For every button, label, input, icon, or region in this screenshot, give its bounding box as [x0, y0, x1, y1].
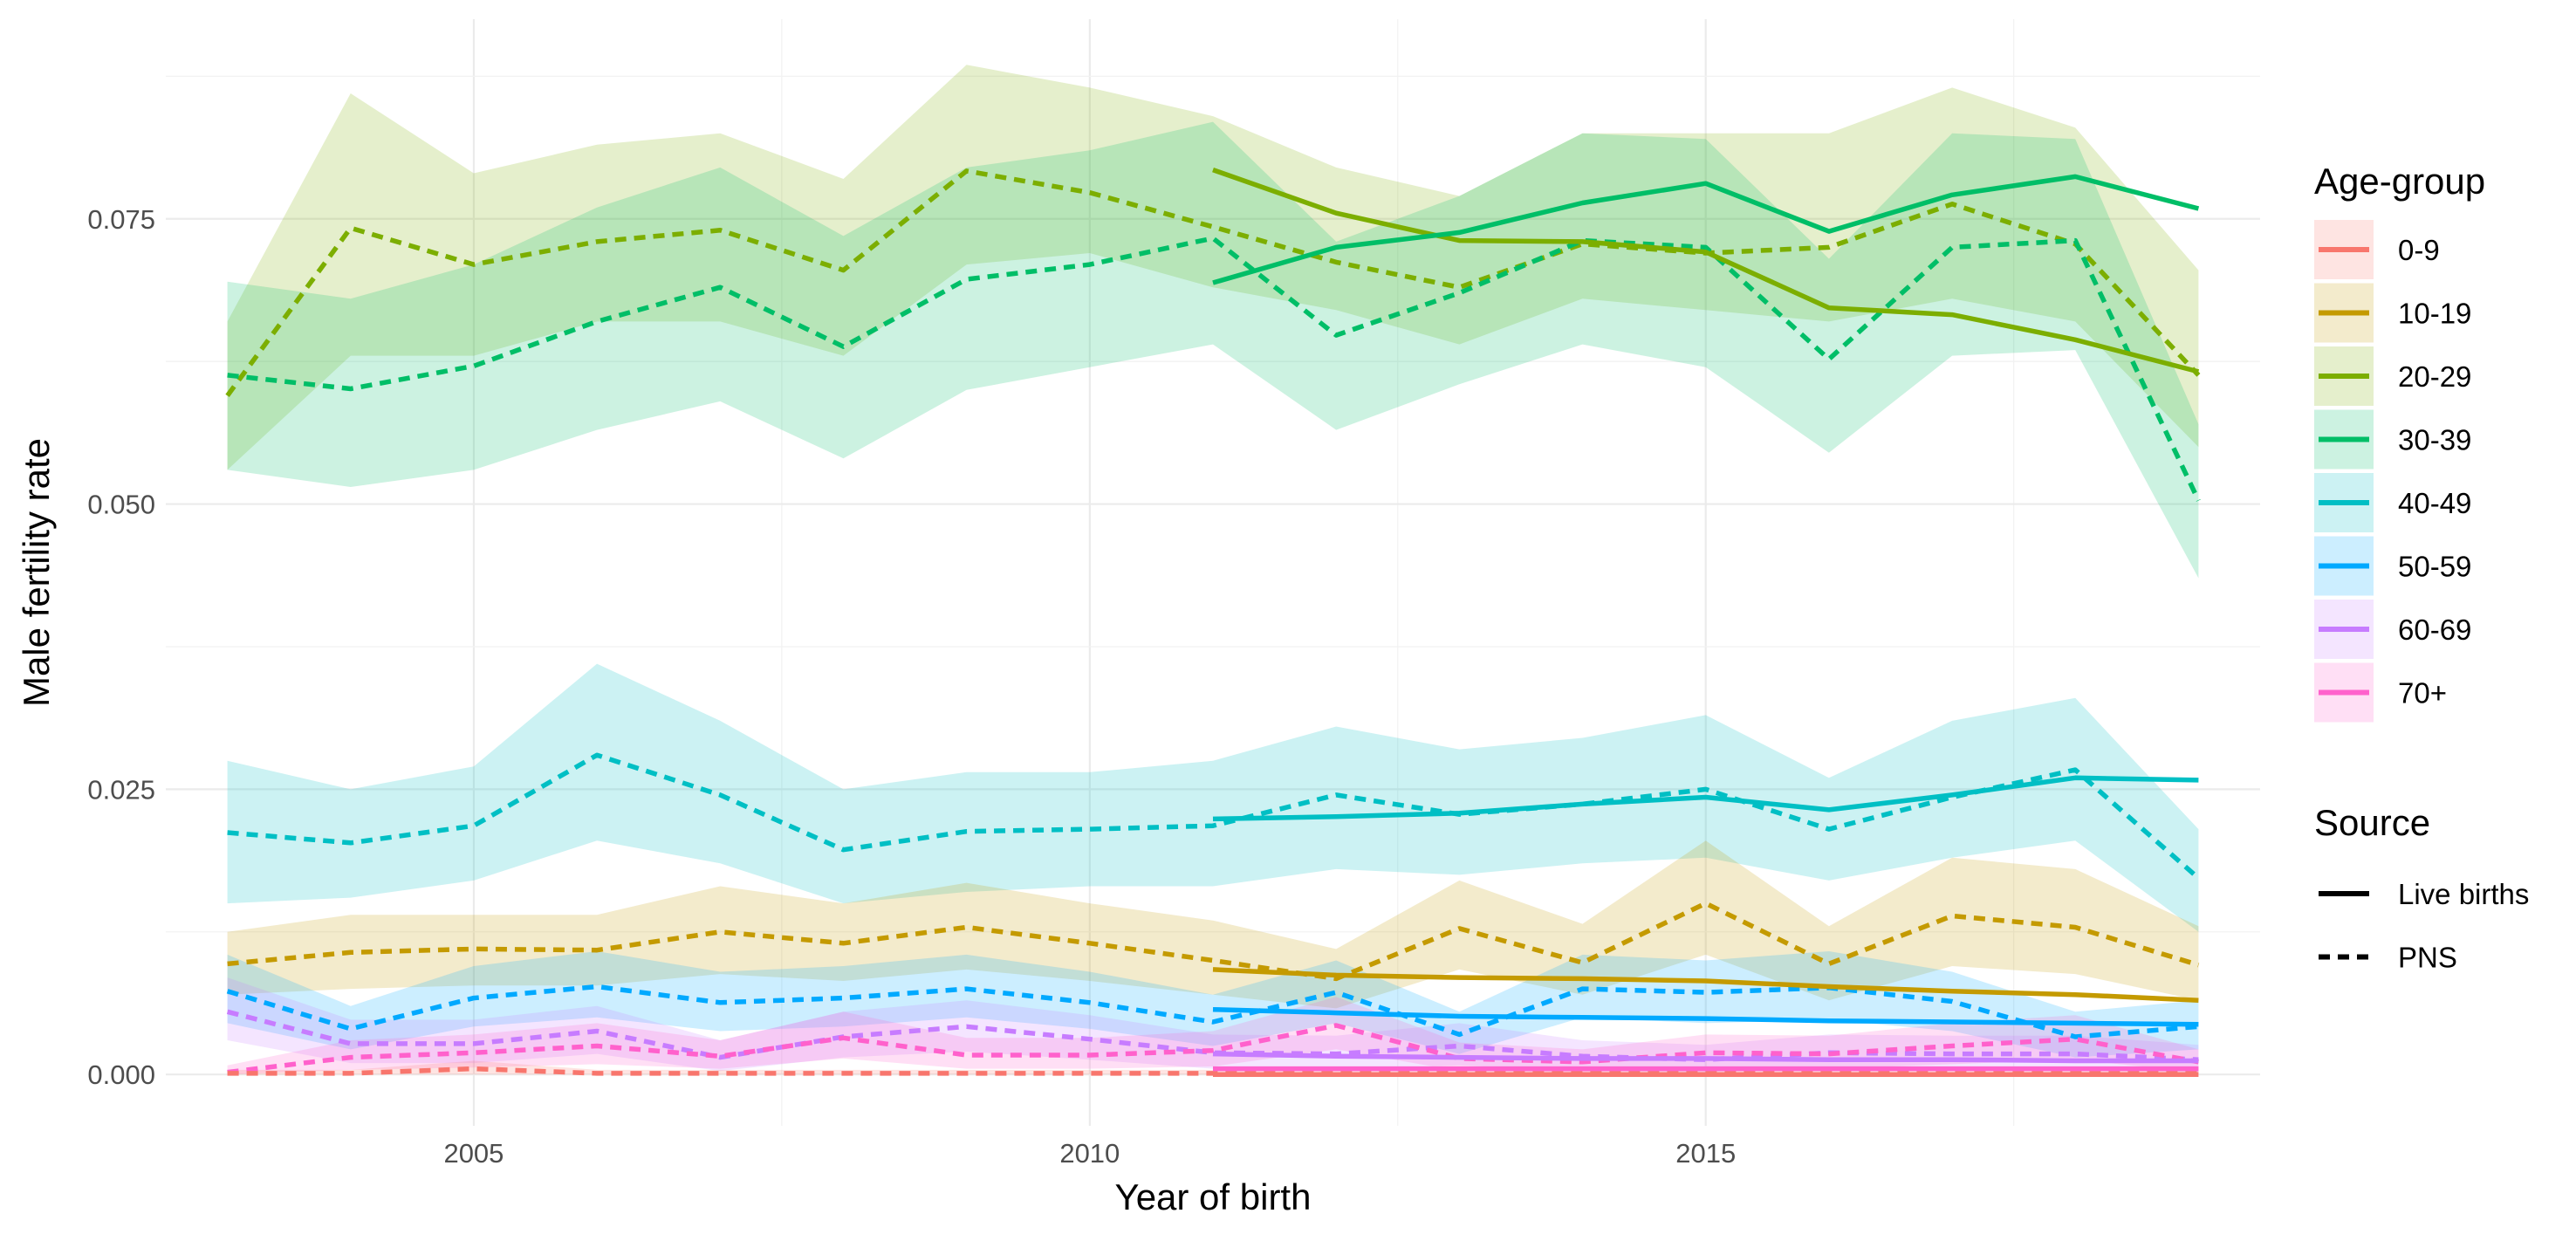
series-line-10-19-live-births: [1212, 967, 2199, 1003]
x-axis-title: Year of birth: [1115, 1176, 1312, 1217]
series-line-20-29-live-births: [1212, 168, 2200, 374]
series-line-layer: [225, 168, 2201, 1077]
legend-label: 0-9: [2398, 234, 2440, 266]
x-tick-label: 2005: [443, 1138, 504, 1169]
series-line-30-39-live-births: [1212, 174, 2200, 285]
ribbon-20-29-pns: [227, 65, 2199, 470]
legend-age-group-title: Age-group: [2314, 161, 2485, 202]
y-tick-label: 0.000: [87, 1059, 155, 1090]
x-tick-label: 2010: [1059, 1138, 1120, 1169]
ribbon-60-69-pns: [227, 977, 2199, 1073]
legend-label: 40-49: [2398, 487, 2471, 519]
legend-label: Live births: [2398, 878, 2529, 910]
ribbon-layer: [227, 65, 2199, 1075]
x-tick-label: 2015: [1675, 1138, 1736, 1169]
legend-label: 30-39: [2398, 424, 2471, 456]
series-line-60-69-live-births: [1212, 1051, 2199, 1064]
y-tick-label: 0.075: [87, 204, 155, 235]
y-tick-label: 0.050: [87, 490, 155, 520]
ribbon-50-59-pns: [227, 951, 2199, 1058]
y-tick-label: 0.025: [87, 774, 155, 805]
series-line-30-39-pns: [227, 236, 2201, 502]
legend-age-group: Age-group 0-9 10-19 20-29 30-39 40-49 50-59 60…: [2314, 161, 2485, 723]
legend-label: 10-19: [2398, 298, 2471, 330]
series-line-10-19-pns: [227, 901, 2200, 982]
axis-layer: 2005 2010 2015 0.000 0.025 0.050 0.075: [87, 204, 1736, 1169]
series-line-40-49-pns: [227, 752, 2201, 881]
legend-label: 60-69: [2398, 614, 2471, 646]
series-line-50-59-live-births: [1212, 1006, 2199, 1027]
ribbon-30-39-pns: [227, 121, 2199, 579]
y-axis-title: Male fertility rate: [16, 438, 57, 707]
ribbon-10-19-pns: [227, 840, 2199, 1009]
series-line-70+-pns: [227, 1023, 2199, 1075]
legend-source-title: Source: [2314, 802, 2430, 843]
legend-label: 50-59: [2398, 551, 2471, 583]
legend-label: 20-29: [2398, 360, 2471, 393]
legend-label: PNS: [2398, 942, 2457, 974]
ribbon-40-49-pns: [227, 663, 2199, 932]
series-line-40-49-live-births: [1212, 775, 2199, 822]
legend-source: Source Live births PNS: [2314, 802, 2529, 974]
legend-label: 70+: [2398, 677, 2447, 710]
series-line-50-59-pns: [226, 984, 2199, 1039]
